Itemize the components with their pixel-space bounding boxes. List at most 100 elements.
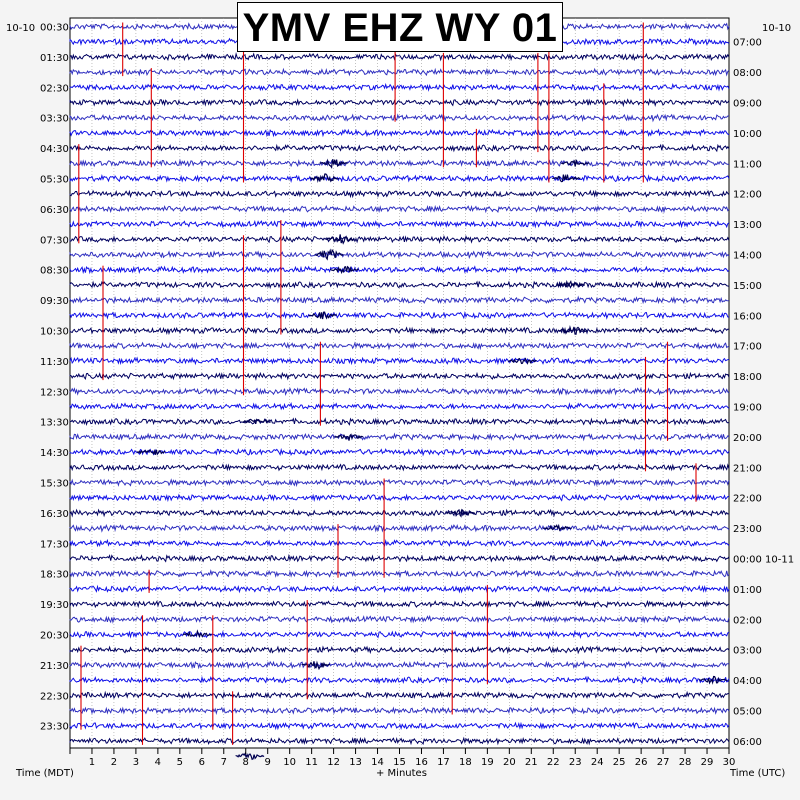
x-tick-label: 4 bbox=[155, 757, 161, 768]
right-time-label: 07:00 bbox=[733, 38, 762, 49]
right-time-label: 14:00 bbox=[733, 251, 762, 262]
event-burst bbox=[235, 752, 265, 761]
trace-row bbox=[69, 265, 730, 275]
trace-row bbox=[69, 447, 730, 457]
x-tick-label: 24 bbox=[591, 757, 604, 768]
trace-row bbox=[69, 584, 730, 594]
right-time-label: 10:00 bbox=[733, 129, 762, 140]
left-time-label: 03:30 bbox=[40, 114, 69, 125]
trace-row bbox=[69, 721, 730, 731]
trace-row bbox=[69, 493, 729, 503]
event-burst bbox=[182, 629, 212, 639]
x-tick-label: 19 bbox=[481, 757, 494, 768]
left-time-label: 22:30 bbox=[40, 691, 69, 702]
left-time-label: 17:30 bbox=[40, 539, 69, 550]
left-time-label: 01:30 bbox=[40, 53, 69, 64]
trace-row bbox=[69, 341, 730, 351]
right-time-label: 00:00 10-11 bbox=[733, 555, 794, 566]
trace-row bbox=[69, 478, 730, 488]
event-burst bbox=[551, 173, 581, 183]
trace-row bbox=[69, 538, 730, 548]
right-time-label: 12:00 bbox=[733, 190, 762, 201]
trace-row bbox=[69, 234, 730, 245]
x-tick-label: 12 bbox=[327, 757, 340, 768]
trace-row bbox=[69, 645, 730, 655]
trace-row bbox=[69, 675, 730, 685]
trace-row bbox=[69, 128, 730, 138]
right-time-label: 09:00 bbox=[733, 99, 762, 110]
axis-layer: 1 2 3 4 5 6 7 8 9 10 11 12 13 14 15 16 17 18 19 20 21 22 23 24 2… bbox=[40, 23, 794, 769]
right-time-label: 23:00 bbox=[733, 524, 762, 535]
right-date-label: 10-10 bbox=[762, 23, 791, 34]
left-time-label: 15:30 bbox=[40, 479, 69, 490]
trace-row bbox=[69, 569, 730, 579]
event-burst bbox=[334, 433, 364, 441]
right-time-label: 11:00 bbox=[733, 159, 762, 170]
right-time-label: 13:00 bbox=[733, 220, 762, 231]
trace-row bbox=[69, 660, 729, 670]
left-time-label: 18:30 bbox=[40, 570, 69, 581]
x-tick-label: 2 bbox=[111, 757, 117, 768]
x-tick-label: 5 bbox=[177, 757, 183, 768]
right-time-label: 17:00 bbox=[733, 342, 762, 353]
x-tick-label: 10 bbox=[283, 757, 296, 768]
x-tick-label: 9 bbox=[265, 757, 271, 768]
left-time-label: 00:30 bbox=[40, 23, 69, 34]
x-tick-label: 14 bbox=[371, 757, 384, 768]
trace-row bbox=[69, 250, 730, 260]
left-time-label: 06:30 bbox=[40, 205, 69, 216]
event-burst bbox=[556, 279, 586, 288]
right-axis-label: Time (UTC) bbox=[729, 768, 785, 779]
right-time-label: 21:00 bbox=[733, 463, 762, 474]
right-time-label: 02:00 bbox=[733, 615, 762, 626]
x-tick-label: 18 bbox=[459, 757, 472, 768]
event-burst bbox=[543, 523, 572, 532]
event-burst bbox=[310, 173, 340, 183]
x-tick-label: 8 bbox=[243, 757, 249, 768]
chart-title: YMV EHZ WY 01 bbox=[242, 6, 558, 50]
event-burst bbox=[136, 449, 166, 456]
trace-row bbox=[69, 523, 730, 533]
x-tick-label: 15 bbox=[393, 757, 406, 768]
event-burst bbox=[699, 675, 728, 685]
trace-row bbox=[69, 280, 730, 290]
left-time-label: 23:30 bbox=[40, 722, 69, 733]
event-burst bbox=[325, 234, 355, 245]
trace-row bbox=[69, 158, 730, 168]
trace-row bbox=[69, 204, 730, 214]
x-tick-label: 11 bbox=[305, 757, 318, 768]
right-time-label: 01:00 bbox=[733, 585, 762, 596]
event-burst bbox=[301, 660, 331, 671]
right-time-label: 05:00 bbox=[733, 707, 762, 718]
event-burst bbox=[446, 508, 476, 518]
x-tick-label: 29 bbox=[701, 757, 714, 768]
trace-row bbox=[69, 189, 730, 199]
x-tick-label: 17 bbox=[437, 757, 450, 768]
trace-row bbox=[69, 219, 730, 229]
left-time-label: 08:30 bbox=[40, 266, 69, 277]
right-time-label: 22:00 bbox=[733, 494, 762, 505]
event-burst bbox=[558, 325, 588, 335]
left-time-label: 12:30 bbox=[40, 387, 69, 398]
event-burst bbox=[507, 357, 537, 365]
spike-layer bbox=[78, 22, 697, 745]
event-burst bbox=[314, 248, 344, 261]
trace-row bbox=[69, 599, 730, 609]
left-time-label: 09:30 bbox=[40, 296, 69, 307]
event-burst bbox=[242, 418, 272, 425]
right-time-label: 15:00 bbox=[733, 281, 762, 292]
trace-row bbox=[69, 311, 729, 320]
x-tick-label: 25 bbox=[613, 757, 626, 768]
left-time-label: 19:30 bbox=[40, 600, 69, 611]
trace-row bbox=[69, 690, 729, 700]
x-axis-label: + Minutes bbox=[376, 768, 427, 779]
trace-row bbox=[69, 173, 730, 183]
trace-row bbox=[69, 113, 729, 123]
right-time-label: 20:00 bbox=[733, 433, 762, 444]
trace-row bbox=[69, 143, 730, 153]
x-tick-label: 23 bbox=[569, 757, 582, 768]
plot-area bbox=[69, 17, 730, 749]
left-time-label: 13:30 bbox=[40, 418, 69, 429]
event-burst bbox=[560, 159, 590, 167]
